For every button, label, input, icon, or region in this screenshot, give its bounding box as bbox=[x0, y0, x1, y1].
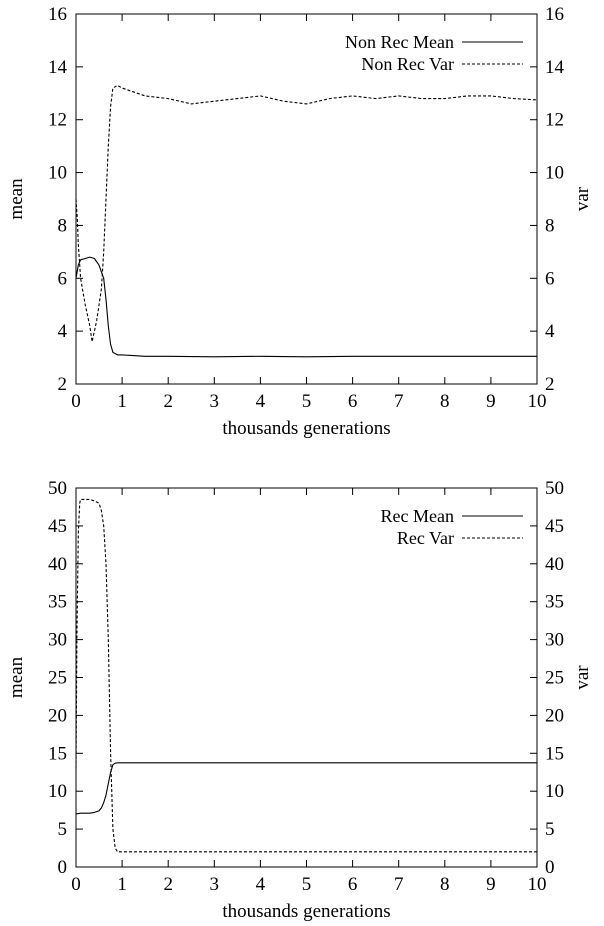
series-line-mean bbox=[75, 762, 537, 815]
y-axis-label: mean bbox=[6, 656, 27, 698]
chart-rec: 0 1 2 3 4 5 6 7 8 9 100510152025303540455005101520… bbox=[6, 478, 593, 922]
y2-tick-label: 15 bbox=[545, 743, 564, 764]
x-tick-label: 7 bbox=[394, 874, 404, 895]
y2-tick-label: 8 bbox=[545, 215, 555, 236]
x-tick-label: 8 bbox=[440, 391, 450, 412]
y-tick-label: 4 bbox=[58, 321, 68, 342]
plot-frame bbox=[75, 487, 538, 868]
y2-tick-label: 12 bbox=[545, 110, 564, 131]
x-tick-label: 9 bbox=[486, 391, 496, 412]
x-tick-label: 5 bbox=[302, 874, 312, 895]
y2-tick-label: 30 bbox=[545, 630, 564, 651]
y-tick-label: 12 bbox=[48, 110, 67, 131]
y2-tick-label: 35 bbox=[545, 592, 564, 613]
y-tick-label: 16 bbox=[48, 4, 67, 25]
y-tick-label: 35 bbox=[48, 592, 67, 613]
x-axis-label: thousands generations bbox=[222, 901, 390, 922]
x-tick-label: 10 bbox=[528, 874, 547, 895]
y-tick-label: 40 bbox=[48, 554, 67, 575]
y2-tick-label: 10 bbox=[545, 781, 564, 802]
y2-tick-label: 4 bbox=[545, 321, 555, 342]
x-tick-label: 2 bbox=[163, 391, 173, 412]
y-tick-label: 8 bbox=[58, 215, 68, 236]
y2-tick-label: 50 bbox=[545, 478, 564, 499]
x-axis-label: thousands generations bbox=[222, 418, 390, 439]
legend-label: Non Rec Mean bbox=[345, 32, 454, 52]
y2-tick-label: 10 bbox=[545, 163, 564, 184]
y-tick-label: 15 bbox=[48, 743, 67, 764]
series-line-mean bbox=[75, 256, 537, 358]
y2-tick-label: 14 bbox=[545, 57, 565, 78]
y-tick-label: 2 bbox=[58, 374, 68, 395]
legend-label: Rec Mean bbox=[381, 506, 454, 526]
y-tick-label: 30 bbox=[48, 630, 67, 651]
y-tick-label: 20 bbox=[48, 705, 67, 726]
y2-tick-label: 25 bbox=[545, 668, 564, 689]
y2-tick-label: 40 bbox=[545, 554, 564, 575]
chart-non-rec: 0 1 2 3 4 5 6 7 8 9 10246810121416246810121416thou… bbox=[6, 4, 593, 439]
x-tick-label: 8 bbox=[440, 874, 450, 895]
y-tick-label: 50 bbox=[48, 478, 67, 499]
y-axis-label: mean bbox=[6, 178, 27, 220]
series-line-var bbox=[75, 498, 537, 853]
legend-label: Non Rec Var bbox=[361, 54, 454, 74]
y-tick-label: 5 bbox=[58, 819, 68, 840]
y2-tick-label: 16 bbox=[545, 4, 564, 25]
x-tick-label: 1 bbox=[117, 874, 127, 895]
y2-tick-label: 5 bbox=[545, 819, 555, 840]
y2-axis-label: var bbox=[572, 665, 593, 690]
x-tick-label: 6 bbox=[348, 391, 358, 412]
x-tick-label: 0 bbox=[71, 391, 81, 412]
x-tick-label: 3 bbox=[210, 391, 220, 412]
x-tick-label: 3 bbox=[210, 874, 220, 895]
y2-axis-label: var bbox=[572, 186, 593, 211]
x-tick-label: 9 bbox=[486, 874, 496, 895]
x-tick-label: 1 bbox=[117, 391, 127, 412]
x-tick-label: 0 bbox=[71, 874, 81, 895]
x-tick-label: 7 bbox=[394, 391, 404, 412]
x-tick-label: 2 bbox=[163, 874, 173, 895]
x-tick-label: 4 bbox=[256, 874, 266, 895]
y2-tick-label: 2 bbox=[545, 374, 555, 395]
x-tick-label: 10 bbox=[528, 391, 547, 412]
y-tick-label: 0 bbox=[58, 857, 68, 878]
series-line-var bbox=[75, 84, 538, 343]
y2-tick-label: 20 bbox=[545, 705, 564, 726]
y-tick-label: 10 bbox=[48, 163, 67, 184]
x-tick-label: 5 bbox=[302, 391, 312, 412]
y2-tick-label: 0 bbox=[545, 857, 555, 878]
plot-frame bbox=[75, 13, 538, 385]
x-tick-label: 4 bbox=[256, 391, 266, 412]
legend-label: Rec Var bbox=[397, 528, 454, 548]
y-tick-label: 14 bbox=[48, 57, 68, 78]
y2-tick-label: 6 bbox=[545, 268, 555, 289]
y-tick-label: 25 bbox=[48, 668, 67, 689]
y-tick-label: 6 bbox=[58, 268, 68, 289]
y-tick-label: 10 bbox=[48, 781, 67, 802]
y-tick-label: 45 bbox=[48, 516, 67, 537]
y2-tick-label: 45 bbox=[545, 516, 564, 537]
x-tick-label: 6 bbox=[348, 874, 358, 895]
